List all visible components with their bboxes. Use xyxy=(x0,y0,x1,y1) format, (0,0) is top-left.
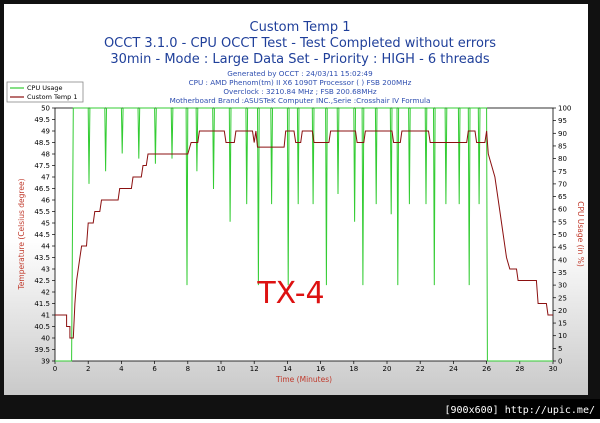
y-left-tick-label: 45 xyxy=(41,220,50,228)
y-axis-title-right: CPU Usage (in %) xyxy=(576,201,585,267)
y-right-tick-label: 20 xyxy=(558,307,567,315)
y-right-tick-label: 45 xyxy=(558,244,567,252)
x-tick-label: 20 xyxy=(383,365,392,373)
y-right-tick-label: 100 xyxy=(558,105,571,113)
x-tick-label: 22 xyxy=(416,365,425,373)
y-left-tick-label: 43 xyxy=(41,266,50,274)
x-tick-label: 26 xyxy=(482,365,491,373)
y-right-tick-label: 85 xyxy=(558,142,567,150)
x-tick-label: 12 xyxy=(250,365,259,373)
y-right-tick-label: 0 xyxy=(558,358,562,366)
x-tick-label: 8 xyxy=(186,365,190,373)
y-right-tick-label: 50 xyxy=(558,231,567,239)
title-line-1: Custom Temp 1 xyxy=(250,20,351,35)
y-left-tick-label: 50 xyxy=(41,105,50,113)
y-left-tick-label: 39.5 xyxy=(34,346,50,354)
y-left-tick-label: 46 xyxy=(41,197,50,205)
y-left-tick-label: 48 xyxy=(41,151,50,159)
x-tick-label: 6 xyxy=(152,365,157,373)
y-left-tick-label: 42.5 xyxy=(34,277,50,285)
x-tick-label: 10 xyxy=(217,365,226,373)
y-right-tick-label: 80 xyxy=(558,155,567,163)
y-right-tick-label: 90 xyxy=(558,130,567,138)
y-left-tick-label: 40.5 xyxy=(34,323,50,331)
x-tick-label: 0 xyxy=(53,365,57,373)
y-left-tick-label: 47 xyxy=(41,174,50,182)
info-motherboard: Motherboard Brand :ASUSTeK Computer INC.… xyxy=(170,96,431,105)
legend-label-custom-temp: Custom Temp 1 xyxy=(27,93,78,101)
series-line-custom-temp-1 xyxy=(55,130,553,339)
y-left-tick-label: 42 xyxy=(41,289,50,297)
x-tick-label: 28 xyxy=(515,365,524,373)
y-right-tick-label: 35 xyxy=(558,269,567,277)
title-line-3: 30min - Mode : Large Data Set - Priority… xyxy=(110,52,490,67)
y-right-tick-label: 25 xyxy=(558,294,567,302)
title-line-2: OCCT 3.1.0 - CPU OCCT Test - Test Comple… xyxy=(104,36,496,51)
y-left-tick-label: 39 xyxy=(41,358,50,366)
y-left-tick-label: 44 xyxy=(41,243,50,251)
watermark-background xyxy=(450,399,600,419)
y-left-tick-label: 41 xyxy=(41,312,50,320)
y-right-tick-label: 40 xyxy=(558,256,567,264)
x-tick-label: 18 xyxy=(349,365,358,373)
y-right-tick-label: 55 xyxy=(558,218,567,226)
legend: CPU Usage Custom Temp 1 xyxy=(6,81,84,103)
x-axis-title: Time (Minutes) xyxy=(275,375,332,384)
info-overclock: Overclock : 3210.84 MHz ; FSB 200.68MHz xyxy=(223,87,376,96)
y-right-tick-label: 30 xyxy=(558,282,567,290)
y-left-tick-label: 49 xyxy=(41,128,50,136)
annotation-label: TX-4 xyxy=(256,276,324,311)
y-left-tick-label: 41.5 xyxy=(34,300,50,308)
y-left-tick-label: 40 xyxy=(41,335,50,343)
watermark: [900x600] http://upic.me/ xyxy=(444,405,595,416)
y-right-tick-label: 10 xyxy=(558,332,567,340)
legend-label-cpu-usage: CPU Usage xyxy=(27,84,63,92)
y-left-tick-label: 49.5 xyxy=(34,116,50,124)
y-left-tick-label: 46.5 xyxy=(34,185,50,193)
y-left-tick-label: 43.5 xyxy=(34,254,50,262)
y-left-tick-label: 47.5 xyxy=(34,162,50,170)
y-left-tick-label: 45.5 xyxy=(34,208,50,216)
x-tick-label: 24 xyxy=(449,365,458,373)
y-right-tick-label: 65 xyxy=(558,193,567,201)
legend-box xyxy=(6,81,84,103)
x-tick-label: 14 xyxy=(283,365,292,373)
y-left-tick-label: 48.5 xyxy=(34,139,50,147)
y-right-tick-label: 70 xyxy=(558,180,567,188)
info-cpu: CPU : AMD Phenom(tm) II X6 1090T Process… xyxy=(189,78,412,87)
y-axis-title-left: Temperature (Celsius degree) xyxy=(17,178,26,290)
y-right-tick-label: 15 xyxy=(558,320,567,328)
x-tick-label: 30 xyxy=(549,365,558,373)
x-tick-label: 2 xyxy=(86,365,90,373)
y-left-tick-label: 44.5 xyxy=(34,231,50,239)
info-generated: Generated by OCCT : 24/03/11 15:02:49 xyxy=(227,69,373,78)
x-tick-label: 4 xyxy=(119,365,124,373)
x-tick-label: 16 xyxy=(316,365,325,373)
y-right-tick-label: 5 xyxy=(558,345,562,353)
y-right-tick-label: 60 xyxy=(558,206,567,214)
y-right-tick-label: 75 xyxy=(558,168,567,176)
y-right-tick-label: 95 xyxy=(558,117,567,125)
